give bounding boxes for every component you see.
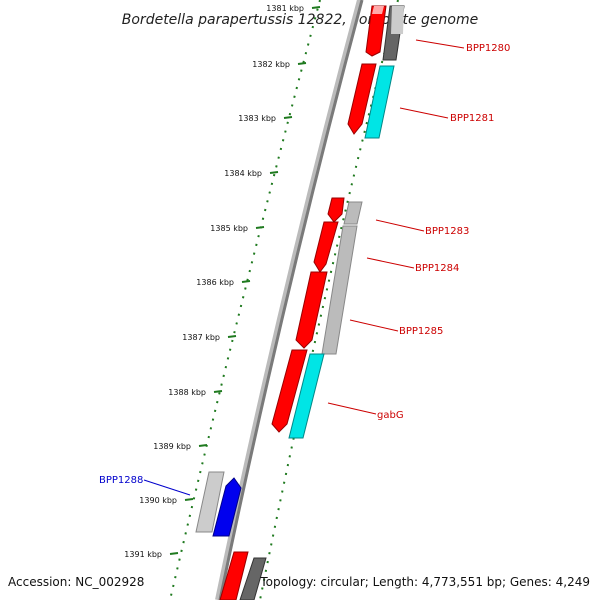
leader-bpp1281: [399, 107, 449, 119]
feature-bpp1284-gray[interactable]: [321, 225, 358, 355]
feature-bpp1284-block[interactable]: [313, 221, 358, 355]
gene-label-bpp1283[interactable]: BPP1283: [425, 226, 469, 237]
gene-label-gabg[interactable]: gabG: [377, 410, 404, 421]
feature-bpp1288-gray[interactable]: [195, 471, 225, 533]
feature-bpp1285-block[interactable]: [271, 271, 328, 439]
feature-bpp1285-red[interactable]: [295, 271, 328, 349]
gene-label-bpp1288[interactable]: BPP1288: [99, 475, 143, 486]
kbp-tick-label: 1382 kbp: [252, 60, 290, 69]
feature-bpp1288-blue[interactable]: [212, 477, 242, 537]
accession-text: Accession: NC_002928: [8, 575, 144, 589]
feature-bottom-darkgray[interactable]: [239, 557, 267, 600]
topology-text: Topology: circular; Length: 4,773,551 bp…: [259, 575, 590, 589]
gene-label-bpp1284[interactable]: BPP1284: [415, 263, 459, 274]
kbp-tick-mark: [311, 6, 321, 9]
kbp-tick-label: 1384 kbp: [224, 169, 262, 178]
leader-bpp1285: [349, 319, 399, 332]
kbp-tick-mark: [198, 444, 208, 447]
kbp-tick-label: 1385 kbp: [210, 224, 248, 233]
kbp-tick-mark: [184, 498, 194, 501]
leader-bpp1288: [143, 479, 191, 496]
leader-bpp1280: [415, 39, 465, 49]
kbp-tick-label: 1381 kbp: [266, 4, 304, 13]
kbp-tick-label: 1391 kbp: [124, 550, 162, 559]
feature-bpp1281-block[interactable]: [347, 63, 395, 139]
feature-bpp1280-block[interactable]: [365, 5, 405, 61]
backbone: [218, 0, 364, 600]
feature-bpp1280-lightgray: [391, 6, 404, 34]
feature-bpp1283-block[interactable]: [327, 197, 363, 225]
gene-label-bpp1285[interactable]: BPP1285: [399, 326, 443, 337]
feature-bpp1283-red[interactable]: [327, 197, 345, 223]
feature-gabg-red[interactable]: [271, 349, 308, 433]
kbp-tick-label: 1390 kbp: [139, 496, 177, 505]
kbp-tick-mark: [255, 226, 265, 229]
feature-bottom-block[interactable]: [219, 551, 267, 600]
inner-tick-track: [169, 0, 321, 600]
kbp-tick-mark: [169, 552, 179, 555]
kbp-tick-mark: [297, 62, 307, 65]
feature-bpp1283-gray[interactable]: [343, 201, 363, 225]
feature-bpp1288-block[interactable]: [195, 471, 242, 537]
kbp-ticks: 1381 kbp 1382 kbp 1383 kbp 1384 kbp 1385 kbp…: [124, 4, 321, 559]
feature-bpp1284-red[interactable]: [313, 221, 339, 273]
kbp-tick-mark: [269, 171, 279, 174]
feature-bpp1281-red[interactable]: [347, 63, 377, 135]
feature-gabg-cyan[interactable]: [288, 353, 325, 439]
kbp-tick-mark: [227, 335, 237, 338]
kbp-tick-label: 1386 kbp: [196, 278, 234, 287]
kbp-tick-label: 1388 kbp: [168, 388, 206, 397]
kbp-tick-label: 1383 kbp: [238, 114, 276, 123]
backbone-shadow: [215, 0, 363, 600]
feature-bpp1280-pink: [372, 6, 384, 14]
kbp-tick-mark: [241, 280, 251, 283]
leader-bpp1284: [366, 257, 415, 269]
leader-gabg: [327, 402, 377, 415]
kbp-tick-mark: [213, 390, 223, 393]
leader-bpp1283: [375, 219, 425, 232]
feature-bottom-red[interactable]: [219, 551, 249, 600]
feature-bpp1281-cyan[interactable]: [364, 65, 395, 139]
kbp-tick-label: 1387 kbp: [182, 333, 220, 342]
gene-label-bpp1280[interactable]: BPP1280: [466, 43, 510, 54]
kbp-tick-label: 1389 kbp: [153, 442, 191, 451]
map-title: Bordetella parapertussis 12822, complete…: [122, 12, 478, 28]
kbp-tick-mark: [283, 116, 293, 119]
gene-label-bpp1281[interactable]: BPP1281: [450, 113, 494, 124]
